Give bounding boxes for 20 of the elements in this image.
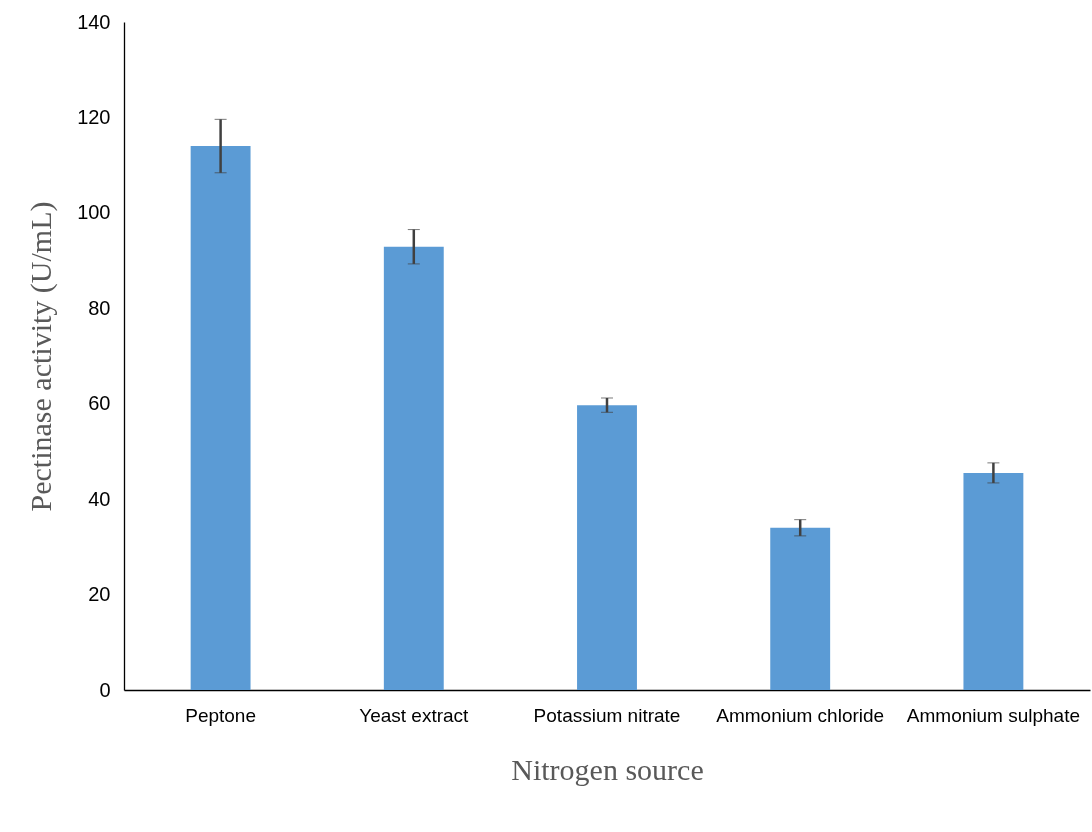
bar	[383, 246, 444, 690]
y-tick-label: 40	[88, 487, 111, 510]
bar	[770, 527, 831, 690]
x-tick-label: Ammonium chloride	[716, 704, 885, 726]
y-tick-label: 120	[77, 105, 111, 128]
y-tick-label: 60	[88, 392, 111, 415]
x-tick-label: Peptone	[185, 704, 256, 726]
x-tick-label: Potassium nitrate	[533, 704, 681, 726]
y-axis-title: Pectinase activity (U/mL)	[24, 201, 59, 512]
y-tick-label: 20	[88, 583, 111, 606]
x-tick-label: Yeast extract	[359, 704, 470, 726]
y-tick-label: 0	[99, 678, 111, 701]
bar	[963, 472, 1024, 690]
y-tick-label: 100	[77, 201, 111, 224]
bar	[190, 146, 251, 690]
y-tick-label: 80	[88, 296, 111, 319]
y-tick-label: 140	[77, 10, 111, 33]
bar	[577, 405, 637, 690]
x-axis-title: Nitrogen source	[511, 752, 704, 786]
x-tick-label: Ammonium sulphate	[906, 704, 1080, 726]
